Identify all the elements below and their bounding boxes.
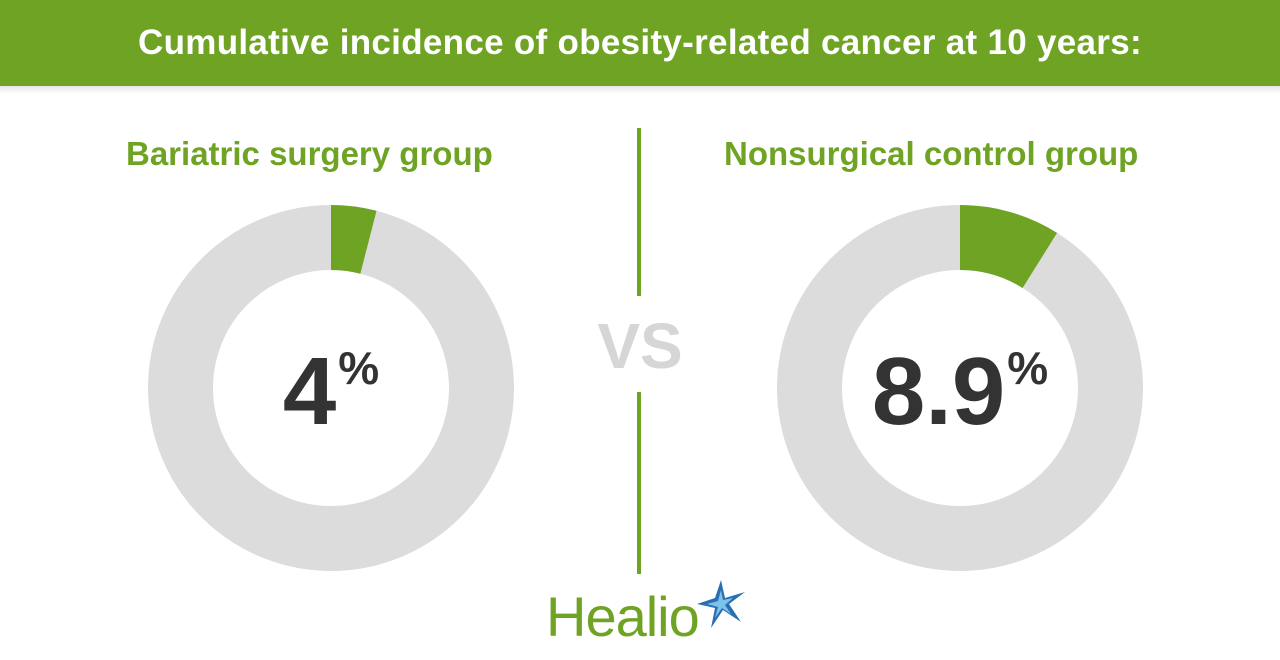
right-value-number: 8.9 bbox=[871, 338, 1006, 445]
left-donut-value: 4% bbox=[148, 318, 514, 442]
vs-separator: VS bbox=[597, 310, 683, 382]
healio-logo: Healio bbox=[546, 580, 749, 650]
right-value-unit: % bbox=[1007, 342, 1049, 394]
star-icon bbox=[696, 580, 745, 628]
header-banner: Cumulative incidence of obesity-related … bbox=[0, 0, 1280, 86]
left-value-number: 4 bbox=[282, 338, 337, 445]
left-value-unit: % bbox=[338, 342, 380, 394]
divider-line-bottom bbox=[637, 392, 641, 574]
right-group-label: Nonsurgical control group bbox=[724, 135, 1139, 172]
divider-line-top bbox=[637, 128, 641, 296]
right-donut-cancer-slice bbox=[960, 205, 1058, 288]
page-title: Cumulative incidence of obesity-related … bbox=[138, 23, 1142, 62]
left-group-label: Bariatric surgery group bbox=[126, 135, 493, 172]
healio-logo-text: Healio bbox=[546, 585, 700, 648]
right-donut-value: 8.9% bbox=[777, 318, 1143, 442]
right-donut-chart bbox=[777, 205, 1143, 571]
left-donut-chart bbox=[148, 205, 514, 571]
left-donut-cancer-slice bbox=[331, 205, 377, 274]
banner-shadow bbox=[0, 86, 1280, 94]
